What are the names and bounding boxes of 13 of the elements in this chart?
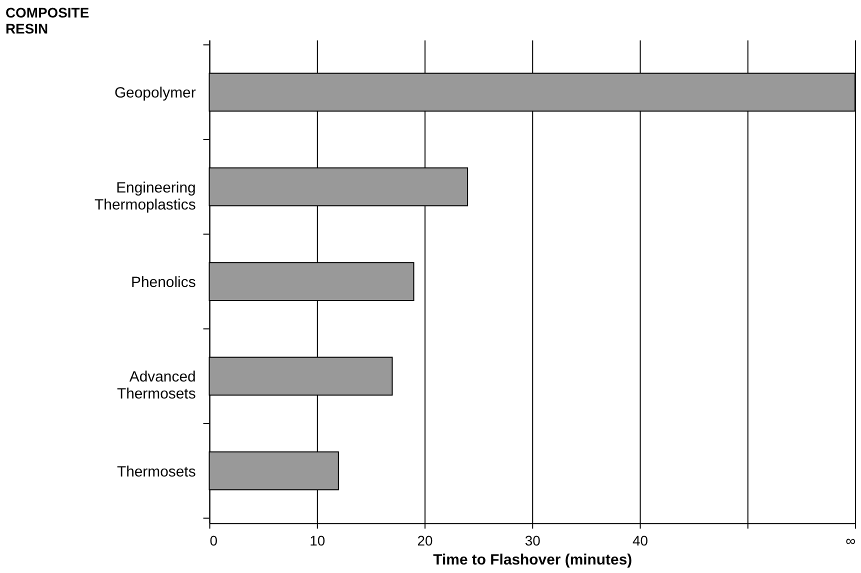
x-tick-label: ∞ — [846, 532, 856, 549]
y-tick-label: Phenolics — [131, 274, 196, 291]
x-tick-label: 40 — [632, 532, 648, 549]
y-tick-label: Advanced Thermosets — [116, 368, 196, 403]
y-axis-title: COMPOSITE RESIN — [5, 4, 90, 36]
x-axis-title: Time to Flashover (minutes) — [433, 552, 632, 569]
x-tick-label: 10 — [310, 532, 326, 549]
x-tick-label: 0 — [210, 532, 218, 549]
x-tick-label: 30 — [524, 532, 541, 549]
y-tick-label: Engineering Thermoplastics — [94, 179, 196, 214]
y-tick-label: Thermosets — [116, 463, 196, 480]
x-tick-label: 20 — [417, 532, 434, 549]
y-tick-label: Geopolymer — [114, 84, 196, 102]
